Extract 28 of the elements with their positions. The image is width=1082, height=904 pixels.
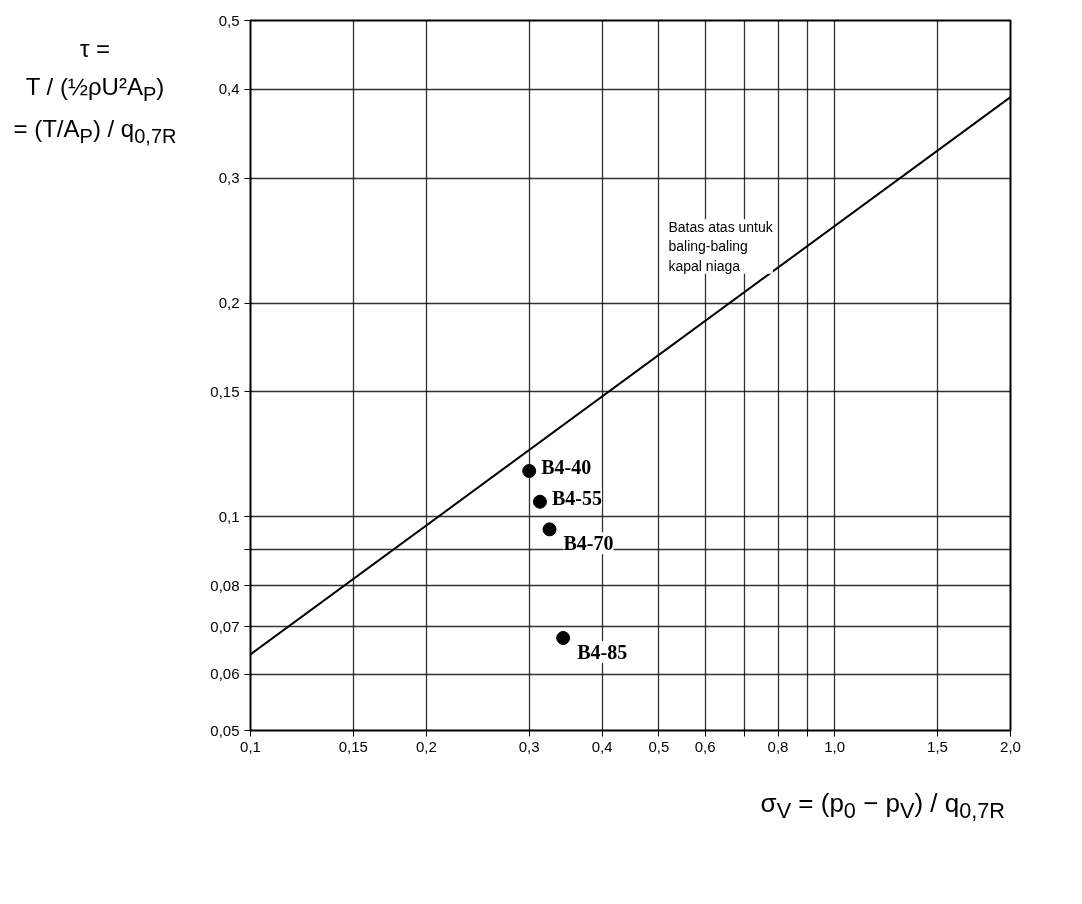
y-tick-label: 0,5 bbox=[218, 11, 240, 29]
y-tick-label: 0,1 bbox=[218, 507, 240, 525]
x-tick-label: 2,0 bbox=[1000, 737, 1021, 755]
y-tick-label: 0,2 bbox=[218, 294, 240, 312]
x-tick-label: 0,15 bbox=[338, 737, 368, 755]
y-tick-label: 0,3 bbox=[218, 169, 240, 187]
y-tick-label: 0,08 bbox=[210, 576, 240, 594]
annotation: B4-55 bbox=[551, 486, 602, 509]
x-tick-label: 0,8 bbox=[767, 737, 789, 755]
x-tick-label: 0,3 bbox=[518, 737, 540, 755]
annotation: B4-85 bbox=[577, 640, 628, 663]
annotation: B4-70 bbox=[563, 532, 614, 555]
x-tick-label: 1,5 bbox=[927, 737, 948, 755]
x-tick-label: 0,2 bbox=[415, 737, 437, 755]
annotation: Batas atas untuk baling-baling kapal niaga bbox=[668, 219, 774, 274]
x-tick-label: 0,4 bbox=[591, 737, 613, 755]
x-axis-title: σ$_{V}$ = (p$_{0}$ − p$_{V}$) / q$_{0,7R}$ bbox=[760, 787, 1005, 826]
text: τ = T / (½ρU²A$_{P}$) = (T/A$_{P}$) / q$_{0,7R}$ bbox=[13, 35, 177, 147]
annotation: B4-40 bbox=[541, 456, 592, 478]
x-tick-label: 0,6 bbox=[694, 737, 716, 755]
x-tick-label: 0,5 bbox=[648, 737, 670, 755]
y-tick-label: 0,05 bbox=[210, 721, 240, 739]
y-tick-label: 0,15 bbox=[210, 382, 240, 400]
y-tick-label: 0,07 bbox=[210, 617, 240, 635]
x-tick-label: 0,1 bbox=[240, 737, 261, 755]
y-tick-label: 0,06 bbox=[210, 665, 240, 683]
x-tick-label: 1,0 bbox=[824, 737, 846, 755]
y-tick-label: 0,4 bbox=[218, 80, 240, 98]
